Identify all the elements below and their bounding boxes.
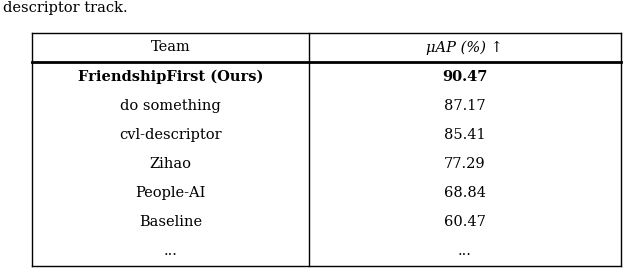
Text: People-AI: People-AI bbox=[135, 186, 205, 200]
Text: Baseline: Baseline bbox=[139, 215, 202, 229]
Text: 87.17: 87.17 bbox=[444, 99, 486, 113]
Text: 60.47: 60.47 bbox=[444, 215, 486, 229]
Text: 77.29: 77.29 bbox=[444, 157, 486, 171]
Text: 85.41: 85.41 bbox=[444, 128, 486, 142]
Text: descriptor track.: descriptor track. bbox=[3, 1, 128, 15]
Text: ...: ... bbox=[458, 244, 472, 258]
Text: Team: Team bbox=[150, 41, 190, 55]
Text: FriendshipFirst (Ours): FriendshipFirst (Ours) bbox=[77, 69, 263, 84]
Text: 90.47: 90.47 bbox=[442, 70, 488, 84]
Text: 68.84: 68.84 bbox=[444, 186, 486, 200]
Text: Zihao: Zihao bbox=[149, 157, 191, 171]
Text: do something: do something bbox=[120, 99, 221, 113]
Text: cvl-descriptor: cvl-descriptor bbox=[119, 128, 221, 142]
Text: ...: ... bbox=[163, 244, 177, 258]
Text: μAP (%) ↑: μAP (%) ↑ bbox=[426, 40, 503, 55]
